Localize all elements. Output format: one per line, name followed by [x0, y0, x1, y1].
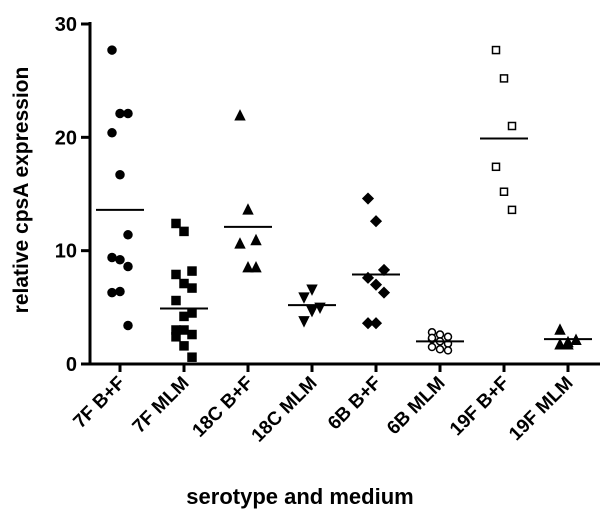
point — [179, 311, 189, 322]
x-axis-title: serotype and medium — [186, 484, 413, 509]
point — [123, 230, 133, 240]
point — [361, 192, 375, 205]
point — [250, 260, 262, 273]
point — [361, 317, 375, 330]
point — [107, 252, 117, 263]
point — [115, 286, 125, 297]
y-tick-label: 0 — [66, 354, 77, 376]
x-tick-label: 7F MLM — [129, 373, 194, 438]
point — [107, 128, 117, 138]
x-tick-label: 19F B+F — [446, 373, 513, 440]
point — [179, 226, 189, 237]
point — [123, 261, 133, 272]
point — [377, 286, 391, 299]
point — [242, 260, 254, 273]
point — [115, 108, 125, 119]
point — [107, 287, 117, 298]
point — [491, 162, 501, 172]
point — [250, 233, 262, 246]
point — [499, 187, 509, 196]
point — [187, 283, 197, 293]
point — [554, 323, 566, 335]
point — [187, 352, 197, 362]
point — [187, 329, 197, 340]
point — [179, 341, 189, 351]
point — [306, 284, 318, 296]
x-tick-label: 7F B+F — [70, 373, 130, 433]
point — [491, 45, 501, 55]
x-tick-label: 6B B+F — [324, 373, 386, 435]
point — [242, 203, 254, 215]
point — [369, 215, 383, 228]
point — [179, 278, 189, 289]
x-tick-label: 6B MLM — [383, 373, 449, 439]
point — [369, 317, 383, 330]
point — [377, 263, 391, 276]
point — [171, 269, 181, 280]
point — [507, 121, 517, 131]
point — [115, 169, 125, 180]
x-tick-label: 18C MLM — [248, 373, 322, 447]
point — [179, 325, 189, 335]
point — [443, 332, 453, 342]
point — [443, 346, 453, 355]
y-axis-title: relative cpsA expression — [10, 67, 33, 314]
point — [554, 338, 566, 350]
point — [427, 342, 437, 352]
point — [298, 292, 310, 304]
point — [306, 305, 318, 318]
point — [435, 330, 445, 339]
point — [507, 205, 517, 215]
point — [369, 278, 383, 291]
point — [171, 218, 181, 229]
y-tick-label: 10 — [55, 241, 77, 263]
y-tick-label: 30 — [55, 14, 77, 36]
y-tick-label: 20 — [55, 127, 77, 149]
point — [499, 74, 509, 83]
point — [562, 338, 574, 350]
point — [171, 332, 181, 342]
point — [107, 45, 117, 55]
point — [234, 109, 246, 121]
point — [234, 237, 246, 249]
point — [171, 295, 181, 306]
point — [123, 108, 133, 119]
point — [435, 345, 445, 354]
point — [187, 266, 197, 276]
point — [123, 320, 133, 331]
point — [115, 254, 125, 265]
x-tick-label: 19F MLM — [505, 373, 577, 445]
point — [298, 316, 310, 328]
point — [187, 308, 197, 318]
